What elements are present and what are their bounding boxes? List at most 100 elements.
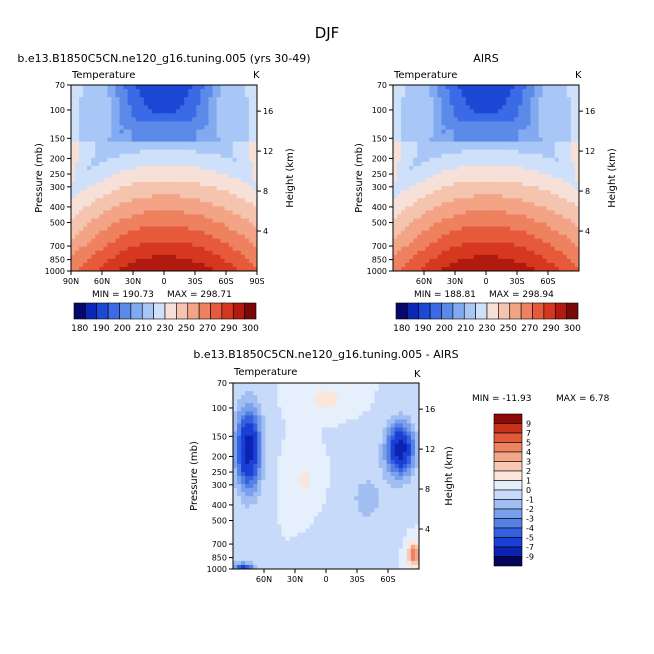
field-cell — [421, 173, 426, 179]
field-cell — [518, 214, 523, 220]
field-cell — [147, 250, 153, 256]
field-cell — [248, 182, 254, 187]
field-cell — [397, 258, 402, 264]
field-cell — [87, 250, 92, 256]
x-tick-label: 60S — [218, 277, 233, 286]
field-cell — [155, 250, 161, 256]
field-cell — [269, 443, 275, 449]
field-cell — [228, 234, 234, 240]
field-cell — [506, 266, 511, 271]
field-cell — [550, 133, 556, 139]
field-cell — [253, 564, 258, 569]
field-cell — [437, 117, 443, 122]
field-cell — [83, 161, 88, 167]
field-cell — [433, 149, 439, 155]
field-cell — [232, 226, 238, 232]
field-cell — [87, 89, 92, 94]
field-cell — [236, 161, 242, 167]
field-cell — [445, 157, 451, 163]
field-cell — [204, 198, 210, 203]
field-cell — [558, 97, 564, 102]
colorbar-label: 210 — [135, 324, 152, 334]
field-cell — [558, 161, 564, 167]
field-cell — [176, 153, 181, 159]
field-cell — [216, 173, 222, 179]
field-cell — [465, 149, 471, 155]
field-cell — [155, 165, 161, 171]
field-cell — [433, 133, 439, 139]
field-cell — [281, 524, 287, 530]
field-cell — [196, 178, 201, 183]
field-cell — [244, 206, 250, 211]
field-cell — [502, 157, 507, 163]
field-cell — [413, 121, 418, 127]
field-cell — [425, 93, 430, 98]
field-cell — [127, 266, 133, 271]
field-cell — [506, 105, 511, 110]
field-cell — [245, 391, 250, 396]
field-cell — [172, 182, 177, 187]
field-cell — [244, 173, 250, 179]
field-cell — [252, 93, 257, 98]
field-cell — [139, 109, 145, 114]
field-cell — [453, 178, 459, 183]
field-cell — [546, 117, 552, 122]
field-cell — [486, 218, 491, 224]
field-cell — [204, 182, 210, 187]
field-cell — [277, 467, 283, 473]
field-cell — [200, 93, 206, 98]
field-cell — [159, 230, 165, 236]
field-cell — [131, 125, 137, 131]
field-cell — [265, 431, 270, 437]
field-cell — [510, 258, 515, 264]
field-cell — [232, 190, 238, 195]
field-cell — [200, 246, 206, 252]
field-cell — [224, 234, 230, 240]
field-cell — [405, 190, 410, 195]
field-cell — [123, 117, 129, 122]
field-cell — [123, 137, 129, 143]
field-cell — [542, 186, 548, 191]
field-cell — [417, 206, 422, 211]
field-cell — [188, 182, 193, 187]
field-cell — [473, 254, 479, 260]
field-cell — [477, 125, 483, 131]
field-cell — [265, 455, 270, 461]
field-cell — [249, 387, 254, 392]
field-cell — [526, 218, 532, 224]
field-cell — [397, 262, 402, 268]
field-cell — [111, 198, 117, 203]
field-cell — [397, 178, 402, 183]
field-cell — [417, 137, 422, 143]
field-cell — [143, 238, 149, 244]
field-cell — [397, 234, 402, 240]
field-cell — [71, 206, 76, 211]
field-cell — [506, 101, 511, 106]
field-cell — [490, 113, 495, 118]
field-cell — [514, 109, 519, 114]
field-cell — [87, 141, 92, 147]
field-cell — [522, 109, 528, 114]
field-cell — [196, 258, 201, 264]
field-cell — [558, 109, 564, 114]
field-cell — [494, 258, 499, 264]
field-cell — [208, 105, 214, 110]
field-cell — [465, 266, 471, 271]
field-cell — [457, 222, 463, 228]
field-cell — [481, 173, 487, 179]
field-cell — [554, 133, 560, 139]
field-cell — [257, 480, 262, 485]
field-cell — [159, 214, 165, 220]
field-cell — [465, 230, 471, 236]
field-cell — [143, 246, 149, 252]
field-cell — [249, 391, 254, 396]
field-cell — [236, 234, 242, 240]
field-cell — [465, 198, 471, 203]
field-cell — [445, 149, 451, 155]
field-cell — [99, 178, 104, 183]
field-cell — [566, 178, 572, 183]
field-cell — [433, 121, 439, 127]
field-cell — [542, 105, 548, 110]
field-cell — [413, 234, 418, 240]
field-cell — [461, 202, 467, 207]
